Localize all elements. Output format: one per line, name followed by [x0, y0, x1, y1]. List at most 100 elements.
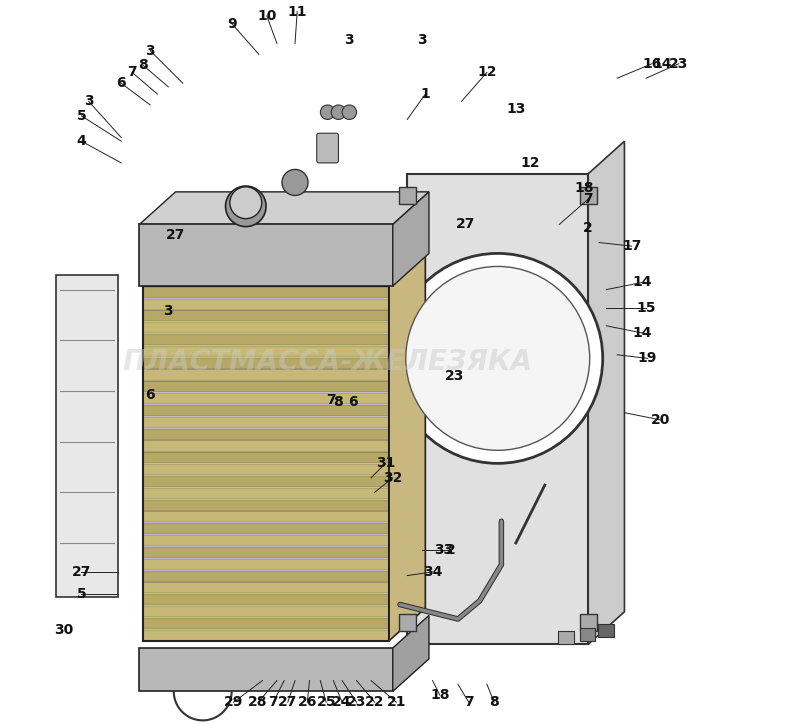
Text: 27: 27: [455, 217, 475, 232]
Text: 18: 18: [430, 688, 450, 702]
Bar: [143, 405, 389, 416]
Text: 18: 18: [575, 181, 594, 195]
Text: 12: 12: [521, 156, 540, 170]
Text: 21: 21: [386, 695, 406, 710]
Bar: [143, 369, 389, 381]
Text: 3: 3: [345, 33, 354, 47]
Text: 5: 5: [77, 586, 86, 601]
Text: 8: 8: [490, 695, 499, 710]
Circle shape: [342, 105, 357, 119]
Bar: [143, 440, 389, 452]
Text: 24: 24: [332, 695, 352, 710]
Bar: [579, 614, 597, 631]
Text: 30: 30: [54, 623, 73, 637]
Bar: [143, 464, 389, 475]
Text: 8: 8: [138, 58, 148, 72]
Text: 1: 1: [421, 87, 430, 101]
Text: 7: 7: [269, 695, 278, 710]
Circle shape: [230, 187, 262, 219]
Text: 31: 31: [376, 456, 395, 471]
Text: 26: 26: [298, 695, 317, 710]
Text: 27: 27: [278, 695, 298, 710]
Text: 22: 22: [365, 695, 385, 710]
Text: 2: 2: [446, 543, 455, 557]
Text: 33: 33: [434, 543, 453, 557]
Bar: [143, 547, 389, 558]
Text: 3: 3: [146, 43, 155, 58]
Bar: [143, 286, 389, 641]
Text: 11: 11: [287, 4, 307, 19]
Polygon shape: [407, 174, 588, 644]
Text: 3: 3: [84, 94, 94, 109]
Bar: [143, 322, 389, 333]
Text: 19: 19: [638, 351, 658, 366]
Text: 27: 27: [166, 228, 186, 243]
Text: 23: 23: [347, 695, 366, 710]
Text: 3: 3: [163, 304, 173, 319]
Bar: [558, 631, 574, 644]
Bar: [143, 382, 389, 392]
Text: 5: 5: [77, 109, 86, 123]
Bar: [579, 628, 595, 641]
Text: ПЛАСТМАССА-ЖЕЛЕЗЯКА: ПЛАСТМАССА-ЖЕЛЕЗЯКА: [122, 348, 533, 376]
Bar: [143, 582, 389, 594]
Text: 6: 6: [146, 387, 155, 402]
Text: 4: 4: [77, 134, 86, 148]
Polygon shape: [393, 192, 429, 286]
Bar: [143, 311, 389, 321]
Text: 23: 23: [669, 56, 689, 71]
Circle shape: [406, 266, 590, 450]
Bar: [143, 630, 389, 641]
Polygon shape: [393, 615, 429, 691]
Text: 12: 12: [477, 65, 497, 80]
Bar: [143, 594, 389, 605]
Text: 28: 28: [248, 695, 268, 710]
Text: 23: 23: [445, 369, 464, 384]
Text: 14: 14: [633, 275, 652, 290]
Text: 25: 25: [317, 695, 336, 710]
Polygon shape: [389, 253, 426, 641]
Bar: [143, 523, 389, 534]
Bar: [143, 298, 389, 310]
Circle shape: [393, 253, 602, 463]
Bar: [143, 476, 389, 487]
Bar: [139, 648, 393, 691]
Bar: [143, 618, 389, 629]
Bar: [143, 334, 389, 345]
Text: 8: 8: [334, 395, 343, 409]
Bar: [143, 429, 389, 439]
Circle shape: [226, 186, 266, 227]
Text: 2: 2: [583, 221, 593, 235]
Polygon shape: [56, 275, 118, 597]
Text: 29: 29: [224, 695, 243, 710]
Polygon shape: [588, 141, 625, 644]
Text: 6: 6: [117, 76, 126, 90]
Text: 10: 10: [257, 9, 277, 23]
Bar: [143, 346, 389, 357]
Bar: [143, 559, 389, 570]
Text: 7: 7: [127, 65, 137, 80]
Bar: [143, 358, 389, 369]
Polygon shape: [143, 253, 426, 286]
Text: 17: 17: [622, 239, 642, 253]
Bar: [398, 614, 416, 631]
Text: 16: 16: [642, 56, 662, 71]
Text: 20: 20: [651, 413, 670, 427]
Text: 7: 7: [464, 695, 474, 710]
Bar: [143, 393, 389, 404]
Text: 7: 7: [326, 393, 336, 408]
Text: 6: 6: [348, 395, 358, 409]
FancyBboxPatch shape: [317, 133, 338, 163]
Circle shape: [320, 105, 335, 119]
Text: 14: 14: [633, 326, 652, 340]
Text: 32: 32: [383, 471, 402, 485]
Bar: [579, 187, 597, 204]
Bar: [598, 624, 614, 637]
Bar: [143, 452, 389, 463]
Bar: [139, 224, 393, 286]
Bar: [143, 535, 389, 546]
Text: 27: 27: [72, 565, 91, 579]
Text: 7: 7: [583, 192, 593, 206]
Bar: [398, 187, 416, 204]
Bar: [143, 511, 389, 523]
